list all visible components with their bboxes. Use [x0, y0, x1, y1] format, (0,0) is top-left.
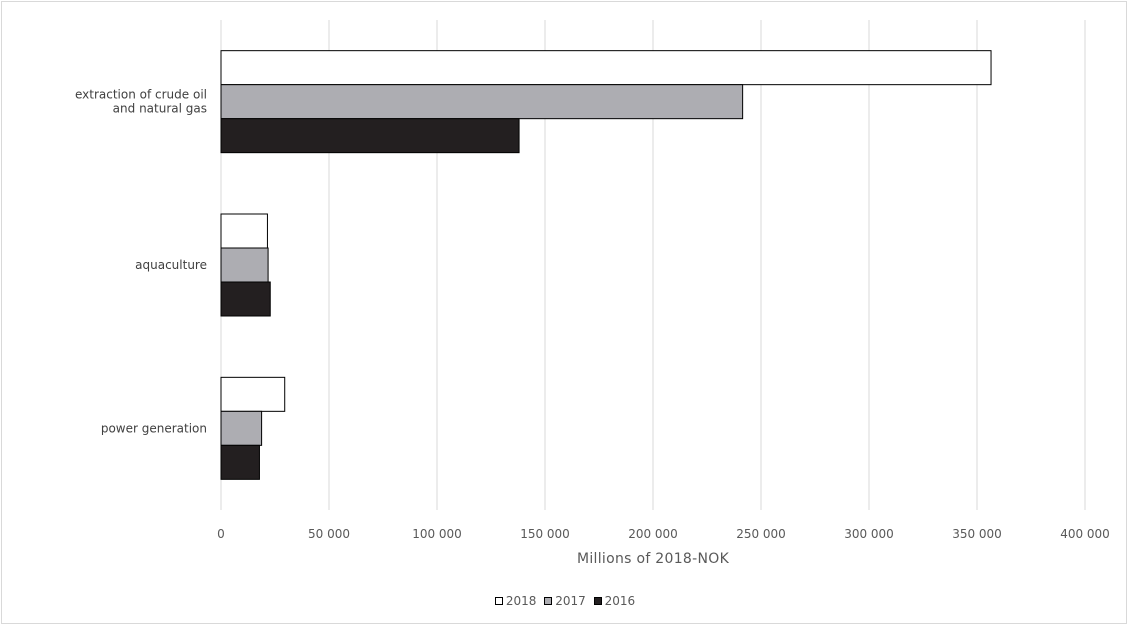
- bar: [220, 84, 744, 120]
- bar: [220, 410, 263, 446]
- x-tick-label: 200 000: [628, 527, 678, 541]
- x-tick-label: 50 000: [308, 527, 350, 541]
- legend-item-2016: 2016: [593, 594, 636, 608]
- bar: [220, 118, 520, 154]
- legend: 2018 2017 2016: [0, 594, 1130, 608]
- bar: [220, 213, 268, 249]
- category-label: power generation: [101, 421, 207, 435]
- legend-swatch-2017: [544, 597, 553, 605]
- legend-swatch-2016: [593, 597, 602, 605]
- x-tick-label: 100 000: [412, 527, 462, 541]
- x-tick-label: 0: [217, 527, 225, 541]
- legend-label-2016: 2016: [604, 594, 636, 608]
- x-tick-label: 300 000: [844, 527, 894, 541]
- x-tick-label: 150 000: [520, 527, 570, 541]
- category-label-line: aquaculture: [135, 258, 207, 272]
- category-label-line: extraction of crude oil: [75, 88, 207, 102]
- category-label: aquaculture: [135, 258, 207, 272]
- legend-item-2017: 2017: [544, 594, 586, 608]
- bar: [220, 444, 260, 480]
- legend-swatch-2018: [494, 597, 503, 605]
- legend-label-2017: 2017: [555, 594, 586, 608]
- x-axis-title: Millions of 2018-NOK: [577, 551, 730, 567]
- bar: [220, 281, 271, 317]
- category-label: extraction of crude oil and natural gas: [75, 88, 207, 116]
- category-label-line: and natural gas: [113, 102, 207, 116]
- x-tick-label: 400 000: [1060, 527, 1110, 541]
- bar: [220, 376, 286, 412]
- legend-item-2018: 2018: [494, 594, 537, 608]
- bar: [220, 247, 269, 283]
- x-tick-label: 250 000: [736, 527, 786, 541]
- legend-label-2018: 2018: [505, 594, 537, 608]
- category-label-line: power generation: [101, 421, 207, 435]
- x-tick-label: 350 000: [952, 527, 1002, 541]
- bar: [220, 50, 992, 86]
